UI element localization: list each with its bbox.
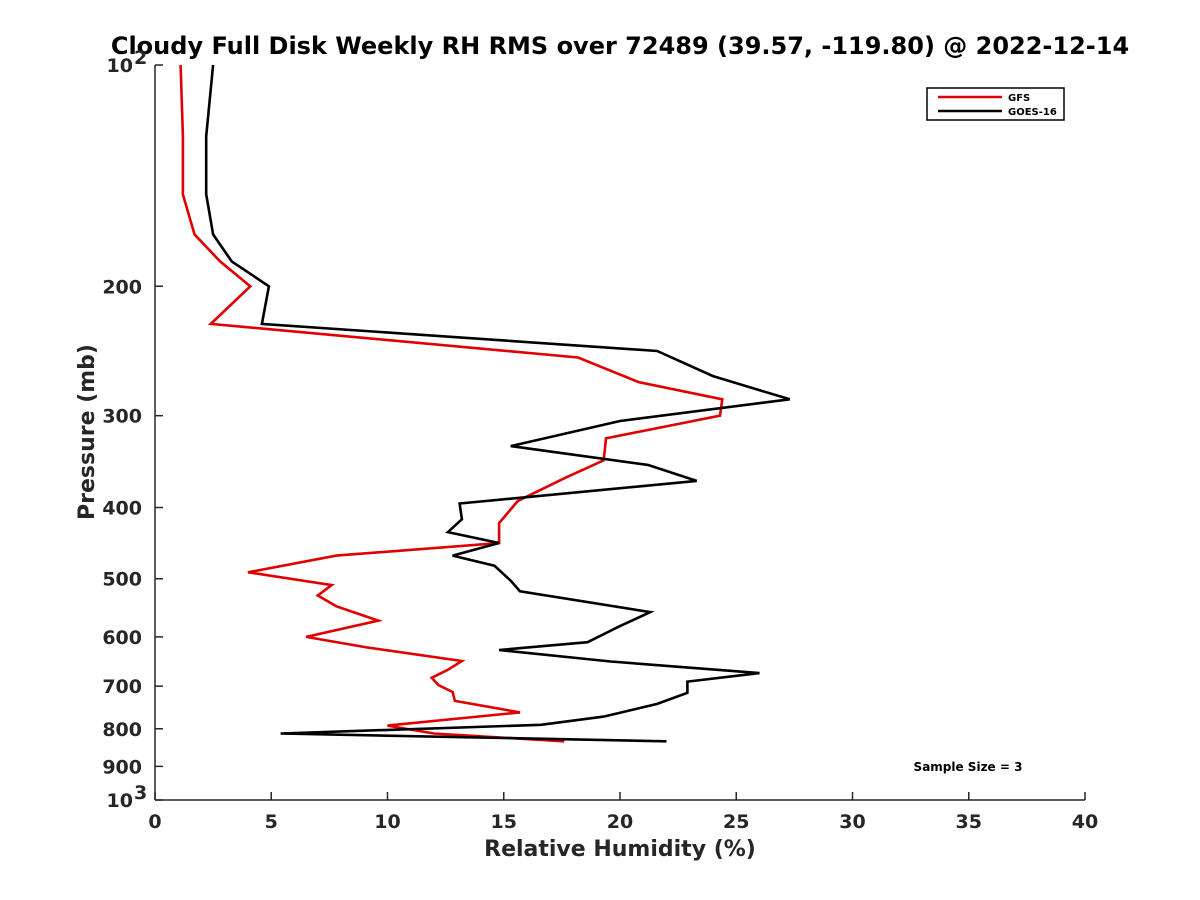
y-tick-label: 10 xyxy=(107,55,133,77)
y-tick-label: 900 xyxy=(102,756,142,778)
y-tick-label: 300 xyxy=(102,406,142,428)
y-tick-label: 700 xyxy=(102,676,142,698)
x-tick-label: 15 xyxy=(491,811,517,833)
plot-area: 0 5 10 15 20 25 30 35 40 10 220030040050060070080… xyxy=(102,47,1098,833)
y-tick-label: 10 xyxy=(107,790,133,812)
y-tick-label: 200 xyxy=(102,276,142,298)
legend-box xyxy=(926,87,1065,121)
series-line-gfs xyxy=(179,64,724,743)
x-axis-ticks: 0 5 10 15 20 25 30 35 40 xyxy=(148,792,1098,833)
series-line-goes16 xyxy=(204,64,791,743)
sample-size-annotation: Sample Size = 3 xyxy=(914,760,1023,774)
y-tick-label: 400 xyxy=(102,498,142,520)
x-tick-label: 25 xyxy=(723,811,749,833)
chart-title: Cloudy Full Disk Weekly RH RMS over 7248… xyxy=(111,32,1129,60)
y-tick-exponent: 3 xyxy=(134,782,147,804)
legend-label-goes16: GOES-16 xyxy=(1008,107,1057,118)
y-tick-label: 600 xyxy=(102,627,142,649)
legend-label-gfs: GFS xyxy=(1008,93,1030,104)
x-axis-label: Relative Humidity (%) xyxy=(484,837,756,862)
x-tick-label: 5 xyxy=(265,811,278,833)
x-tick-label: 0 xyxy=(148,811,161,833)
y-tick-label: 800 xyxy=(102,719,142,741)
x-tick-label: 10 xyxy=(374,811,400,833)
legend: GFS GOES-16 xyxy=(926,87,1065,121)
x-tick-label: 35 xyxy=(956,811,982,833)
x-tick-label: 40 xyxy=(1072,811,1098,833)
x-tick-label: 30 xyxy=(839,811,865,833)
y-tick-exponent: 2 xyxy=(134,47,147,69)
y-tick-label: 500 xyxy=(102,569,142,591)
series-layer xyxy=(179,64,791,743)
x-tick-label: 20 xyxy=(607,811,633,833)
y-axis-label: Pressure (mb) xyxy=(75,344,100,520)
